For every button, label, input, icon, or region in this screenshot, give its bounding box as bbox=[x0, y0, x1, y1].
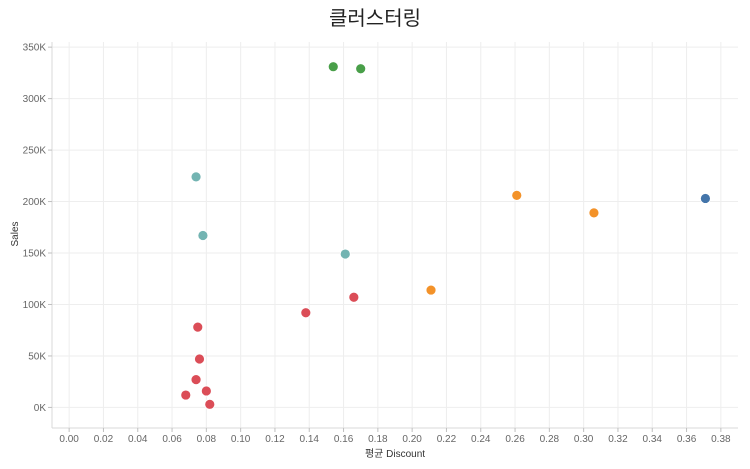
y-tick-label: 200K bbox=[23, 197, 47, 208]
x-tick-label: 0.02 bbox=[94, 434, 114, 445]
scatter-point[interactable] bbox=[194, 353, 205, 365]
data-points[interactable] bbox=[180, 61, 711, 410]
scatter-point[interactable] bbox=[190, 171, 202, 183]
y-tick-label: 100K bbox=[23, 300, 47, 311]
y-tick-label: 250K bbox=[23, 146, 47, 157]
scatter-point[interactable] bbox=[355, 63, 367, 75]
x-tick-label: 0.38 bbox=[711, 434, 731, 445]
scatter-point[interactable] bbox=[327, 61, 339, 73]
y-tick-label: 0K bbox=[34, 403, 47, 414]
x-tick-label: 0.06 bbox=[162, 434, 182, 445]
x-tick-label: 0.26 bbox=[505, 434, 525, 445]
scatter-point[interactable] bbox=[700, 193, 711, 204]
y-tick-label: 150K bbox=[23, 249, 47, 260]
scatter-point[interactable] bbox=[300, 307, 312, 319]
x-tick-label: 0.16 bbox=[334, 434, 354, 445]
x-tick-label: 0.32 bbox=[608, 434, 628, 445]
x-tick-label: 0.14 bbox=[300, 434, 320, 445]
x-tick-label: 0.36 bbox=[677, 434, 697, 445]
axes bbox=[51, 42, 738, 429]
y-tick-label: 300K bbox=[23, 94, 47, 105]
x-tick-label: 0.10 bbox=[231, 434, 251, 445]
scatter-point[interactable] bbox=[180, 389, 192, 401]
x-tick-label: 0.08 bbox=[197, 434, 217, 445]
scatter-point[interactable] bbox=[511, 189, 523, 201]
x-tick-label: 0.22 bbox=[437, 434, 457, 445]
x-tick-label: 0.12 bbox=[265, 434, 285, 445]
y-tick-label: 350K bbox=[23, 43, 47, 54]
scatter-point[interactable] bbox=[425, 284, 437, 296]
scatter-point[interactable] bbox=[339, 248, 351, 260]
chart-title: 클러스터링 bbox=[329, 6, 421, 30]
scatter-point[interactable] bbox=[588, 207, 600, 219]
scatter-point[interactable] bbox=[204, 398, 216, 410]
x-tick-label: 0.24 bbox=[471, 434, 491, 445]
y-axis-label: Sales bbox=[10, 221, 21, 246]
scatter-point[interactable] bbox=[197, 230, 209, 241]
x-tick-label: 0.28 bbox=[540, 434, 560, 445]
x-tick-label: 0.34 bbox=[643, 434, 663, 445]
y-tick-label: 50K bbox=[28, 351, 46, 362]
x-axis-ticks: 0.00 0.02 0.04 0.06 0.08 0.10 0.12 0.14 0.16 0.18… bbox=[59, 428, 731, 445]
x-tick-label: 0.18 bbox=[368, 434, 388, 445]
y-axis-ticks: 0K 50K 100K 150K 200K 250K 300K 350K bbox=[23, 43, 52, 414]
x-tick-label: 0.00 bbox=[59, 434, 79, 445]
x-axis-label: 평균 Discount bbox=[365, 448, 425, 460]
scatter-point[interactable] bbox=[200, 385, 212, 397]
x-tick-label: 0.20 bbox=[402, 434, 422, 445]
grid-lines bbox=[52, 42, 738, 428]
x-tick-label: 0.04 bbox=[128, 434, 148, 445]
scatter-point[interactable] bbox=[192, 321, 204, 333]
scatter-point[interactable] bbox=[348, 291, 360, 303]
scatter-point[interactable] bbox=[190, 374, 202, 386]
x-tick-label: 0.30 bbox=[574, 434, 594, 445]
